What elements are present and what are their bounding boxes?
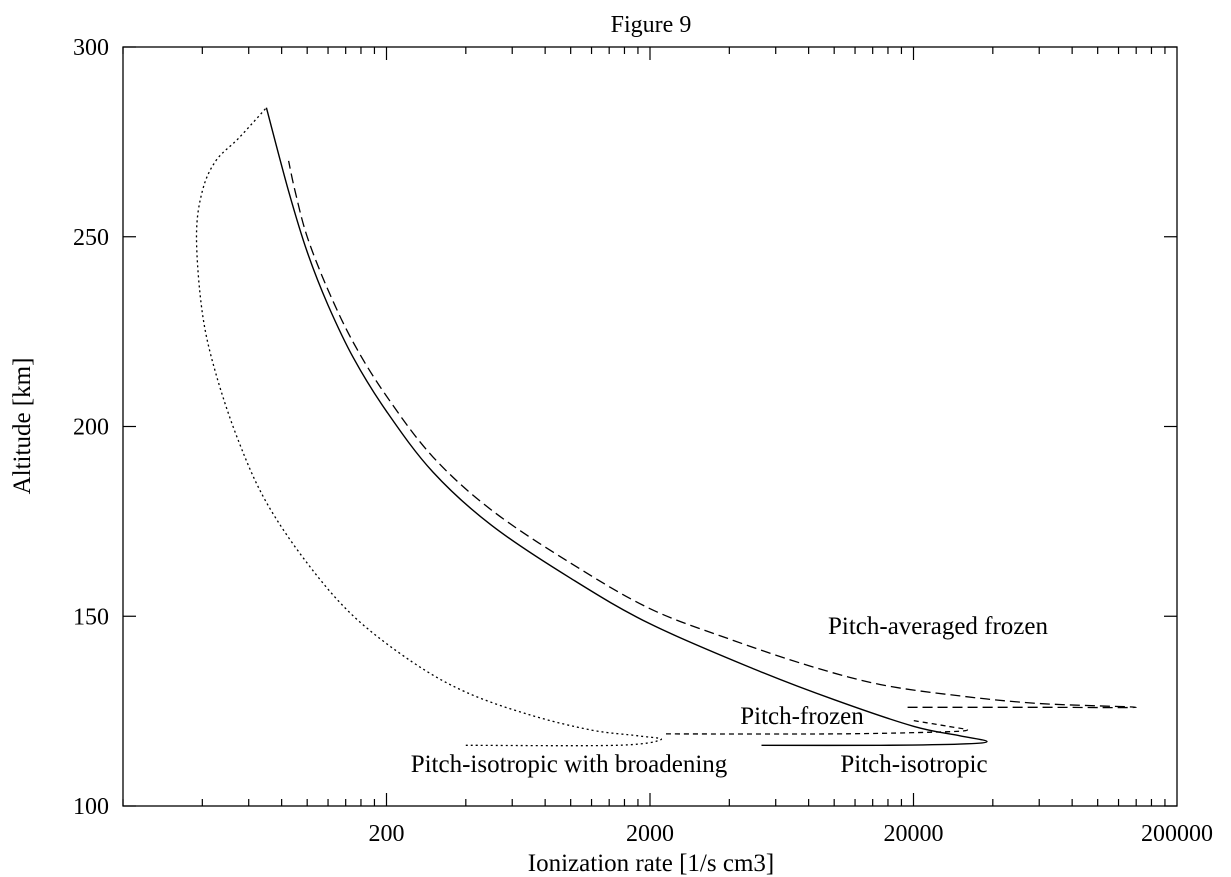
y-tick-label: 300: [73, 35, 109, 61]
series-group: [195, 107, 1137, 747]
series-line-pitch-isotropic-with-broadening: [195, 107, 663, 747]
series-line-pitch-frozen: [665, 719, 968, 735]
annotation-pitch-isotropic-broadening: Pitch-isotropic with broadening: [411, 751, 728, 778]
axis-ticks: 100 150 200 250 300 200 2000 20000 200000: [73, 35, 1213, 847]
series-line-pitch-averaged-frozen: [287, 160, 1137, 709]
chart-title: Figure 9: [611, 12, 692, 38]
y-tick-label: 100: [73, 794, 109, 820]
x-tick-label: 2000: [626, 821, 674, 847]
series-line-pitch-isotropic: [265, 107, 988, 747]
annotation-pitch-averaged-frozen: Pitch-averaged frozen: [828, 613, 1049, 640]
y-tick-label: 150: [73, 604, 109, 630]
x-tick-label: 200: [369, 821, 405, 847]
x-tick-label: 20000: [884, 821, 944, 847]
y-tick-label: 200: [73, 415, 109, 441]
y-tick-label: 250: [73, 225, 109, 251]
annotation-pitch-isotropic: Pitch-isotropic: [840, 751, 987, 778]
x-axis-label: Ionization rate [1/s cm3]: [528, 850, 774, 877]
x-tick-label: 200000: [1141, 821, 1213, 847]
annotation-pitch-frozen: Pitch-frozen: [740, 703, 864, 730]
plot-frame: [122, 46, 1178, 807]
y-axis-label: Altitude [km]: [9, 358, 36, 495]
